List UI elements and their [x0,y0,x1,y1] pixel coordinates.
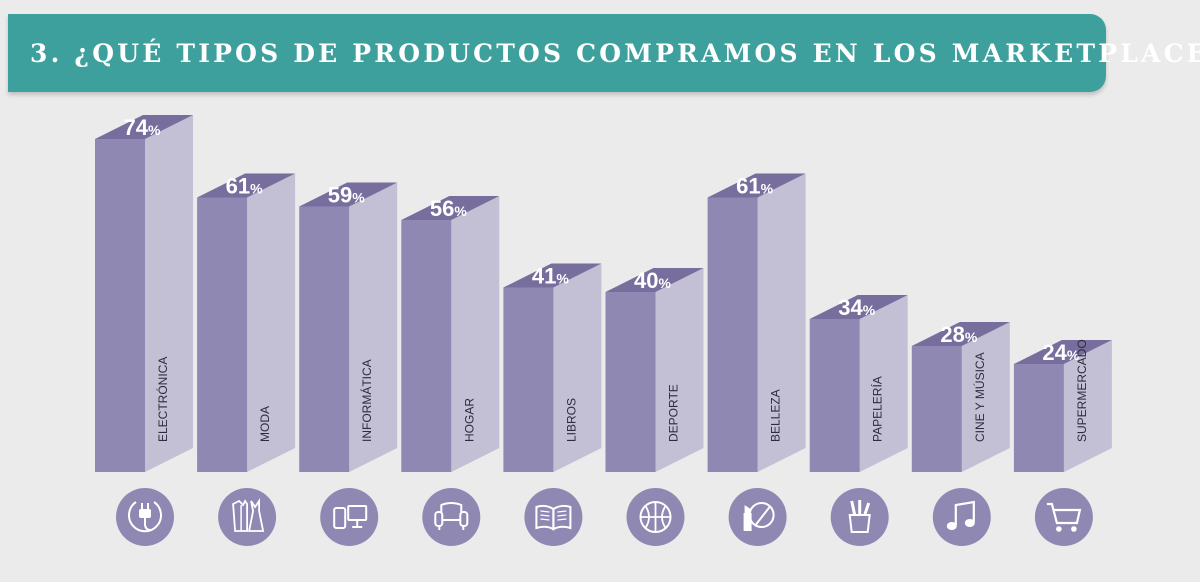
armchair-icon [422,488,481,546]
bar-front-face [95,139,145,472]
category-label-2: MODA [258,406,272,442]
bar-top-cap [809,295,908,319]
bar-3: 59% INFORMÁTICA [299,182,398,472]
bar-top-cap [401,196,500,220]
bar-4: 56% HOGAR [401,196,500,472]
bar-side-face [859,295,908,472]
ball-icon [626,488,685,546]
value-label-7: 61% [736,174,773,199]
value-label-6: 40% [634,268,671,293]
icon-circle [830,488,889,546]
value-label-9: 28% [940,322,977,347]
bar-side-face [757,173,806,472]
bar-top-cap [197,173,296,198]
bar-side-face [553,263,602,472]
page-title: 3. ¿QUÉ TIPOS DE PRODUCTOS COMPRAMOS EN … [30,38,1200,68]
bar-side-face [1063,340,1112,472]
category-label-6: DEPORTE [667,384,681,442]
bar-6: 40% DEPORTE [605,268,704,472]
clothing-icon [218,488,277,546]
bar-front-face [809,319,860,472]
icon-circle [728,488,787,546]
category-label-9: CINE Y MÚSICA [972,352,987,442]
bar-top-cap [605,268,704,292]
value-label-3: 59% [328,183,365,208]
title-banner: 3. ¿QUÉ TIPOS DE PRODUCTOS COMPRAMOS EN … [8,14,1200,92]
icon-circle [1034,488,1093,546]
category-label-5: LIBROS [564,398,578,442]
bar-side-face [349,182,398,472]
bar-front-face [911,346,962,472]
bar-side-face [247,173,296,472]
bar-front-face [707,197,758,472]
category-label-7: BELLEZA [769,389,783,442]
bar-front-face [503,287,554,472]
bar-top-cap [911,322,1010,346]
bar-side-face [145,115,193,472]
bar-side-face [655,268,704,472]
bar-top-cap [95,115,193,139]
bar-front-face [299,206,350,472]
music-note-icon [932,488,991,546]
bar-top-cap [503,263,602,288]
bar-front-face [197,197,248,472]
book-icon [524,488,583,546]
value-label-2: 61% [226,174,263,199]
bar-1: 74% ELECTRÓNICA [95,115,193,472]
bar-front-face [605,292,656,472]
bar-9: 28% CINE Y MÚSICA [911,322,1010,472]
category-label-10: SUPERMERCADO [1075,339,1089,442]
category-label-4: HOGAR [462,398,476,442]
value-label-4: 56% [430,196,467,221]
bar-7: 61% BELLEZA [707,173,806,472]
bar-top-cap [299,182,398,207]
bar-2: 61% MODA [197,173,296,472]
value-label-10: 24% [1042,340,1079,365]
bar-5: 41% LIBROS [503,263,602,472]
bar-side-face [451,196,500,472]
bar-top-cap [1013,340,1112,364]
cosmetics-icon [728,488,787,546]
value-label-1: 74% [124,115,161,140]
category-label-1: ELECTRÓNICA [155,357,170,442]
icon-circle [422,488,481,546]
pencil-cup-icon [830,488,889,546]
bar-top-cap [707,173,806,198]
category-label-8: PAPELERÍA [870,376,885,442]
shopping-cart-icon [1034,488,1093,546]
value-label-5: 41% [532,264,569,289]
value-label-8: 34% [838,295,875,320]
bar-10: 24%SUPERMERCADO [1013,339,1112,472]
bar-8: 34% PAPELERÍA [809,295,908,472]
bar-front-face [1013,364,1064,472]
icon-circle [932,488,991,546]
bar-side-face [961,322,1010,472]
devices-icon [320,488,379,546]
bar-front-face [401,220,452,472]
plug-icon [116,488,174,546]
category-label-3: INFORMÁTICA [359,359,374,442]
